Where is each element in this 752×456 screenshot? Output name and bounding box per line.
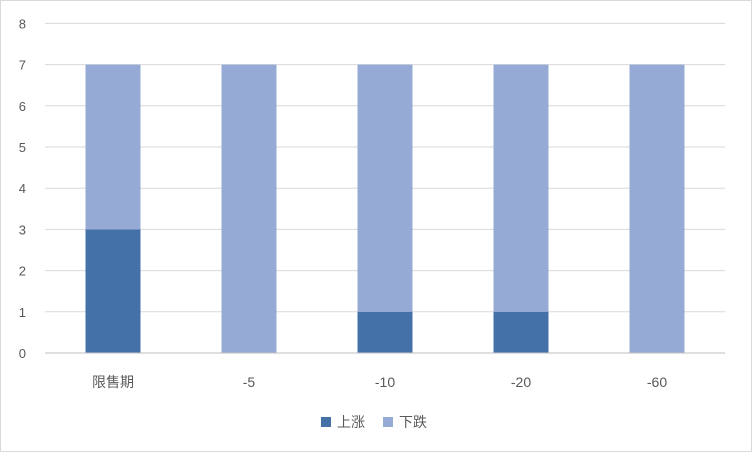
y-tick-label: 2 (19, 264, 26, 279)
y-tick-label: 8 (19, 16, 26, 31)
y-tick-label: 5 (19, 140, 26, 155)
y-tick-label: 6 (19, 99, 26, 114)
bar-下跌--10 (357, 64, 413, 312)
legend-label: 上涨 (337, 414, 365, 430)
y-tick-label: 7 (19, 58, 26, 73)
bar-上涨--10 (357, 311, 413, 353)
bar-下跌--5 (221, 64, 277, 353)
y-tick-label: 0 (19, 346, 26, 361)
y-tick-label: 3 (19, 222, 26, 237)
x-tick-label: -20 (511, 374, 531, 390)
bars (85, 64, 685, 353)
x-tick-label: -5 (243, 374, 256, 390)
x-axis-tick-labels: 限售期 -5 -10 -20 -60 (92, 374, 667, 390)
bar-下跌--20 (493, 64, 549, 312)
legend-label: 下跌 (399, 414, 427, 430)
x-tick-label: -10 (375, 374, 395, 390)
legend-swatch (321, 417, 331, 427)
y-axis-tick-labels: 0 1 2 3 4 5 6 7 8 (19, 16, 26, 361)
legend-swatch (383, 417, 393, 427)
x-tick-label: 限售期 (92, 374, 134, 390)
bar-上涨--20 (493, 311, 549, 353)
x-tick-label: -60 (647, 374, 667, 390)
legend: 上涨 下跌 (321, 414, 427, 430)
y-tick-label: 1 (19, 305, 26, 320)
bar-下跌-限售期 (85, 64, 141, 230)
bar-下跌--60 (629, 64, 685, 353)
y-tick-label: 4 (19, 181, 26, 196)
bar-上涨-限售期 (85, 229, 141, 353)
